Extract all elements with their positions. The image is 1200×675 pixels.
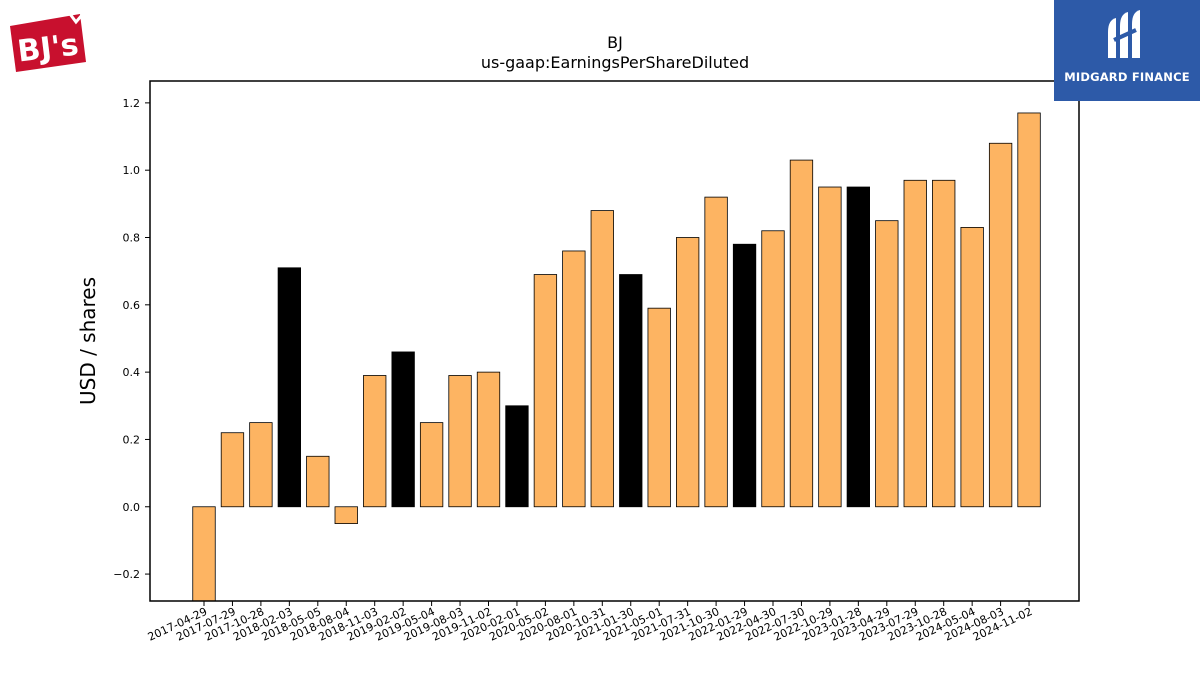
plot-frame [149, 80, 1080, 602]
bar-2022-10-29 [818, 186, 842, 508]
bar-2017-04-29 [192, 506, 216, 602]
bar-2017-10-28 [249, 422, 273, 508]
bar-2019-02-02 [391, 351, 415, 508]
y-tick-label: 0.0 [123, 501, 141, 514]
y-tick-label: 0.2 [123, 433, 141, 446]
midgard-finance-logo: MIDGARD FINANCE [1054, 0, 1200, 101]
bar-2023-07-29 [903, 179, 927, 508]
bar-2023-01-28 [846, 186, 870, 508]
bar-2022-04-30 [761, 230, 785, 508]
y-axis-label: USD / shares [76, 277, 100, 405]
bar-2020-08-01 [562, 250, 586, 508]
bar-2023-04-29 [875, 220, 899, 508]
midgard-finance-text: MIDGARD FINANCE [1064, 70, 1190, 84]
bar-2021-07-31 [676, 237, 700, 508]
y-tick-label: 0.4 [123, 366, 141, 379]
bjs-logo-text: BJ's [16, 27, 81, 69]
y-ticks-group: −0.2 0.0 0.2 0.4 0.6 0.8 1.0 1.2 [113, 97, 150, 581]
bar-2019-08-03 [448, 375, 472, 508]
bar-2018-02-03 [277, 267, 302, 508]
bar-2020-10-31 [590, 210, 614, 508]
bar-2020-05-02 [533, 274, 558, 508]
bar-2021-05-01 [647, 307, 671, 508]
bar-2019-05-04 [419, 422, 444, 508]
x-ticks-group: 2017-04-292017-07-292017-10-282018-02-03… [146, 601, 1034, 644]
bars-group [192, 112, 1041, 602]
bar-2021-10-30 [704, 196, 728, 508]
chart-title: BJ [607, 33, 623, 52]
bar-2024-11-02 [1017, 112, 1041, 508]
y-tick-label: 0.6 [123, 299, 141, 312]
midgard-mark-icon [1108, 10, 1140, 58]
bar-2020-02-01 [505, 405, 529, 508]
y-tick-label: −0.2 [113, 568, 140, 581]
bjs-logo: BJ's [8, 7, 90, 74]
bar-2018-05-05 [306, 455, 330, 508]
bar-2019-11-02 [476, 371, 501, 508]
bar-2018-08-04 [334, 506, 358, 524]
bar-2018-11-03 [363, 375, 387, 508]
bar-2024-08-03 [988, 142, 1013, 508]
y-tick-label: 1.2 [123, 97, 141, 110]
bar-2017-07-29 [220, 432, 245, 508]
y-tick-label: 0.8 [123, 232, 141, 245]
bar-2024-05-04 [960, 227, 984, 508]
bar-2021-01-30 [619, 274, 643, 508]
bar-2023-10-28 [932, 179, 956, 508]
bar-2022-01-29 [732, 243, 757, 508]
chart-subtitle: us-gaap:EarningsPerShareDiluted [481, 53, 749, 72]
bar-2022-07-30 [789, 159, 814, 508]
y-tick-label: 1.0 [123, 164, 141, 177]
